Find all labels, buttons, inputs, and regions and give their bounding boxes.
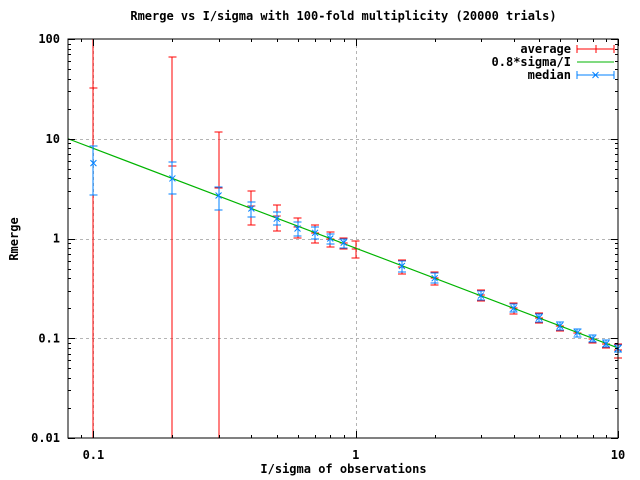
point-marker-cross bbox=[294, 225, 301, 232]
chart-title: Rmerge vs I/sigma with 100-fold multipli… bbox=[130, 9, 557, 23]
x-tick-label: 1 bbox=[352, 448, 359, 462]
plot-border bbox=[67, 38, 619, 439]
point-marker-cross bbox=[90, 159, 97, 167]
point-marker-cross bbox=[556, 322, 564, 330]
x-tick-label: 0.1 bbox=[83, 448, 105, 462]
x-tick-label: 10 bbox=[611, 448, 625, 462]
point-marker-cross bbox=[592, 71, 599, 79]
point-marker-cross bbox=[431, 274, 439, 282]
point-marker-cross bbox=[510, 304, 517, 312]
point-marker-cross bbox=[169, 175, 176, 182]
y-tick-label: 0.01 bbox=[31, 431, 60, 445]
x-axis-title: I/sigma of observations bbox=[260, 462, 427, 476]
point-marker-cross bbox=[398, 262, 406, 270]
y-tick-label: 100 bbox=[38, 32, 60, 46]
y-tick-label: 1 bbox=[53, 232, 60, 246]
point-marker-cross bbox=[273, 215, 281, 223]
y-axis-title: Rmerge bbox=[7, 217, 21, 261]
point-marker-cross bbox=[326, 235, 334, 242]
point-marker-cross bbox=[340, 239, 348, 246]
point-marker-cross bbox=[247, 205, 255, 212]
point-marker-cross bbox=[574, 329, 581, 336]
point-marker-cross bbox=[589, 335, 596, 343]
y-tick-label: 10 bbox=[46, 132, 60, 146]
point-marker-cross bbox=[535, 314, 543, 321]
y-tick-label: 0.1 bbox=[38, 331, 60, 345]
legend-label: average bbox=[520, 42, 571, 56]
point-marker-cross bbox=[311, 229, 319, 237]
point-marker-cross bbox=[602, 340, 610, 348]
point-marker-cross bbox=[215, 192, 222, 199]
point-marker-cross bbox=[477, 292, 485, 299]
legend-label: median bbox=[528, 68, 571, 82]
legend-label: 0.8*sigma/I bbox=[492, 55, 571, 69]
